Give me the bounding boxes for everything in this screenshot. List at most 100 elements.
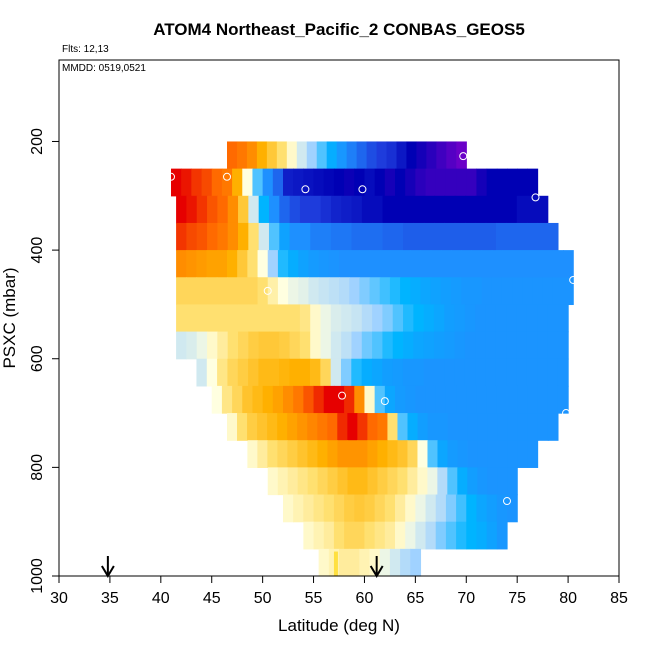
heatmap-cell <box>248 222 260 251</box>
heatmap-cell <box>423 331 435 360</box>
heatmap-cell <box>416 141 427 170</box>
heatmap-cell <box>445 521 457 550</box>
heatmap-cell <box>507 494 518 523</box>
heatmap-cell <box>252 385 264 414</box>
heatmap-cell <box>330 358 342 387</box>
heatmap-cell <box>417 440 429 468</box>
heatmap-cell <box>268 331 280 360</box>
heatmap-cell <box>506 331 518 360</box>
heatmap-cell <box>527 385 539 414</box>
heatmap-cell <box>207 331 218 360</box>
heatmap-cell <box>359 277 371 306</box>
heatmap-cell <box>227 304 239 333</box>
heatmap-cell <box>211 385 223 414</box>
heatmap-cell <box>267 277 279 306</box>
heatmap-cell <box>435 168 447 197</box>
heatmap-cell <box>186 304 198 333</box>
heatmap-cell <box>248 358 259 387</box>
x-tick-label: 80 <box>559 590 577 607</box>
heatmap-cell <box>206 250 218 278</box>
heatmap-cell <box>425 168 437 197</box>
heatmap-cell <box>382 358 394 387</box>
heatmap-cell <box>217 358 229 387</box>
heatmap-cell <box>232 385 243 414</box>
heatmap-cell <box>372 331 384 360</box>
heatmap-cell <box>211 168 223 197</box>
heatmap-cell <box>506 358 518 387</box>
heatmap-cell <box>403 331 414 360</box>
heatmap-cell <box>216 250 228 278</box>
heatmap-cell <box>526 331 538 360</box>
heatmap-cell <box>207 304 218 333</box>
heatmap-cell <box>405 521 416 550</box>
heatmap-cell <box>196 195 208 224</box>
heatmap-cell <box>446 141 457 170</box>
heatmap-cell <box>436 141 447 170</box>
heatmap-cell <box>268 358 280 387</box>
heatmap-cell <box>537 222 549 251</box>
heatmap-cell <box>308 250 320 278</box>
heatmap-cell <box>327 413 338 441</box>
heatmap-cell <box>486 494 498 523</box>
heatmap-cell <box>374 168 386 197</box>
heatmap-cell <box>369 250 381 278</box>
heatmap-cell <box>387 467 399 496</box>
heatmap-cell <box>344 168 355 197</box>
heatmap-cell <box>269 195 280 224</box>
heatmap-cell <box>227 222 239 251</box>
heatmap-cell <box>405 385 416 414</box>
heatmap-cell <box>366 141 378 170</box>
heatmap-cell <box>537 195 549 224</box>
heatmap-cell <box>279 304 291 333</box>
heatmap-cell <box>417 467 428 496</box>
heatmap-cell <box>467 413 479 441</box>
heatmap-cell <box>382 331 394 360</box>
heatmap-cell <box>221 385 233 414</box>
heatmap-cell <box>351 222 363 251</box>
x-tick-label: 55 <box>305 590 323 607</box>
heatmap-cells <box>171 141 574 577</box>
heatmap-cell <box>457 440 469 468</box>
heatmap-cell <box>258 331 270 360</box>
heatmap-cell <box>236 141 248 170</box>
heatmap-cell <box>237 413 248 441</box>
heatmap-cell <box>377 440 389 468</box>
heatmap-cell <box>333 494 345 523</box>
heatmap-cell <box>279 222 291 251</box>
heatmap-cell <box>227 413 238 441</box>
heatmap-cell <box>403 222 415 251</box>
heatmap-cell <box>308 277 320 306</box>
heatmap-cell <box>466 385 478 414</box>
heatmap-cell <box>491 277 503 306</box>
heatmap-cell <box>465 195 477 224</box>
heatmap-cell <box>397 413 409 441</box>
heatmap-cell <box>507 467 518 496</box>
heatmap-cell <box>434 222 445 251</box>
heatmap-cell <box>487 413 499 441</box>
heatmap-cell <box>517 385 528 414</box>
heatmap-cell <box>196 222 208 251</box>
x-tick-label: 65 <box>406 590 424 607</box>
observation-markers <box>167 152 578 506</box>
heatmap-cell <box>372 304 384 333</box>
heatmap-cell <box>293 385 304 414</box>
heatmap-cell <box>475 222 487 251</box>
heatmap-cell <box>266 141 278 170</box>
heatmap-cell <box>330 222 342 251</box>
heatmap-cell <box>376 141 388 170</box>
heatmap-cell <box>403 304 414 333</box>
heatmap-cell <box>476 521 488 550</box>
observation-marker <box>338 391 347 400</box>
heatmap-cell <box>289 195 301 224</box>
heatmap-cell <box>516 331 528 360</box>
heatmap-cell <box>268 222 280 251</box>
heatmap-cell <box>216 277 228 306</box>
heatmap-cell <box>389 250 401 278</box>
heatmap-cell <box>333 168 345 197</box>
heatmap-cell <box>477 413 489 441</box>
heatmap-cell <box>283 494 294 523</box>
heatmap-cell <box>227 358 239 387</box>
observation-marker <box>562 409 571 418</box>
heatmap-cell <box>451 277 462 306</box>
heatmap-cell <box>464 304 476 333</box>
